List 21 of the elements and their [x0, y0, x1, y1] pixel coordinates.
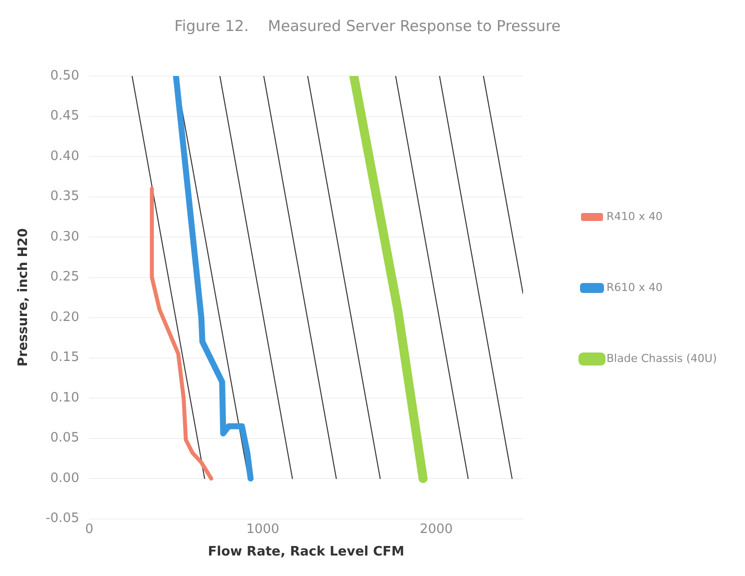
y-tick-label: -0.05	[46, 511, 80, 526]
y-tick-label: 0.50	[50, 68, 80, 84]
y-tick-label: 0.00	[50, 470, 80, 486]
legend-label: R410 x 40	[606, 210, 663, 223]
y-tick-label: 0.15	[50, 350, 80, 366]
y-tick-label: 0.25	[50, 270, 80, 285]
y-tick-label: 0.45	[50, 108, 80, 124]
y-tick-label: 0.10	[50, 390, 80, 406]
y-tick-label: 0.30	[50, 229, 80, 244]
x-tick-label: 2000	[420, 522, 453, 537]
y-tick-label: 0.05	[50, 430, 80, 446]
chart-title: Figure 12. Measured Server Response to Pressure	[174, 16, 561, 35]
legend-label: Blade Chassis (40U)	[606, 352, 717, 365]
legend-label: R610 x 40	[606, 280, 663, 294]
x-tick-label: 1000	[246, 522, 280, 537]
y-axis-title: Pressure, inch H20	[16, 228, 32, 367]
y-tick-label: 0.35	[50, 189, 80, 204]
x-axis-title: Flow Rate, Rack Level CFM	[208, 544, 404, 560]
x-tick-label: 0	[85, 522, 94, 537]
y-tick-label: 0.40	[50, 148, 80, 164]
y-tick-label: 0.20	[50, 310, 80, 325]
